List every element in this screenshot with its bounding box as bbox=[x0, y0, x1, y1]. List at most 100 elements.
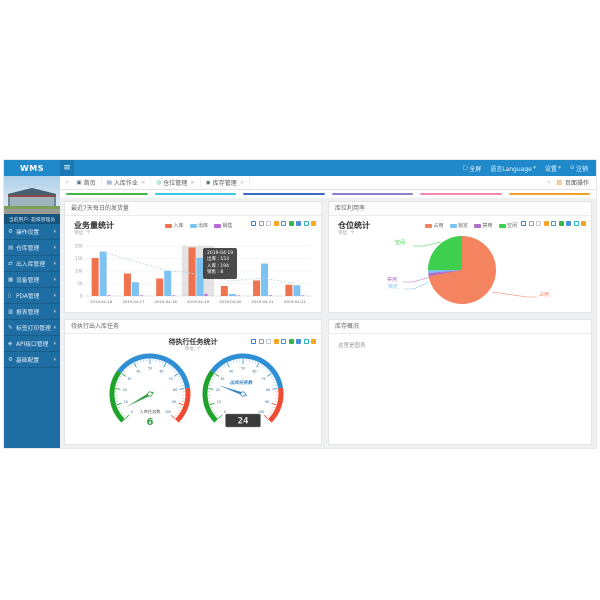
theme-color-segment[interactable] bbox=[154, 192, 236, 196]
data-zoom-icon[interactable] bbox=[251, 339, 256, 344]
magic-type-stack-icon[interactable] bbox=[551, 221, 556, 226]
save-image-icon[interactable] bbox=[581, 221, 586, 226]
bar-出库-2019-04-21[interactable] bbox=[261, 263, 269, 297]
tab-入库作业[interactable]: ▤ 入库作业 × bbox=[102, 176, 152, 189]
bar-出库-2019-04-20[interactable] bbox=[228, 294, 236, 296]
zoom-reset-icon[interactable] bbox=[528, 221, 534, 226]
data-zoom-icon[interactable] bbox=[251, 221, 256, 226]
legend-item-入库[interactable]: 入库 bbox=[165, 222, 184, 229]
close-icon[interactable]: × bbox=[239, 179, 245, 186]
restore-icon[interactable] bbox=[303, 221, 309, 226]
tab-库存管理[interactable]: ◉ 库存管理 × bbox=[201, 176, 251, 189]
sidebar-item-仓库管理[interactable]: ▤ 仓库管理 ▾ bbox=[4, 240, 60, 256]
theme-color-segment[interactable] bbox=[508, 192, 590, 196]
data-view-icon[interactable] bbox=[296, 221, 301, 226]
restore-icon[interactable] bbox=[573, 221, 579, 226]
sidebar-item-基础配置[interactable]: ⚙ 基础配置 ▾ bbox=[4, 352, 60, 368]
magic-type-tiled-icon[interactable] bbox=[288, 339, 294, 344]
zoom-reset-icon[interactable] bbox=[258, 221, 264, 226]
theme-color-segment[interactable] bbox=[331, 192, 413, 196]
language-button[interactable]: 语言Language ▾ bbox=[490, 164, 536, 173]
legend-item-销售[interactable]: 销售 bbox=[214, 222, 233, 229]
chevron-down-icon: ▾ bbox=[53, 308, 56, 315]
bar-入库-2019-04-21[interactable] bbox=[253, 280, 261, 297]
gauge-charts[interactable]: 0102030405060708090100入库任务数6010203040506… bbox=[65, 334, 321, 444]
data-view-icon[interactable] bbox=[566, 221, 571, 226]
bar-出库-2019-04-22[interactable] bbox=[293, 285, 301, 296]
sidebar-item-API接口管理[interactable]: ◈ API接口管理 ▾ bbox=[4, 336, 60, 352]
bar-入库-2019-04-17[interactable] bbox=[123, 273, 131, 297]
logout-button[interactable]: ⊙ 注销 bbox=[570, 164, 588, 173]
svg-text:80: 80 bbox=[173, 388, 177, 392]
svg-text:40: 40 bbox=[229, 369, 233, 373]
bar-出库-2019-04-16[interactable] bbox=[99, 251, 107, 297]
sidebar-item-出入库管理[interactable]: ⇄ 出入库管理 ▾ bbox=[4, 256, 60, 272]
save-image-icon[interactable] bbox=[311, 339, 316, 344]
fullscreen-icon: ▢ bbox=[462, 165, 468, 171]
theme-color-segment[interactable] bbox=[243, 192, 325, 196]
bar-出库-2019-04-19[interactable] bbox=[196, 257, 204, 296]
restore-icon[interactable] bbox=[303, 339, 309, 344]
bar-销售-2019-04-19[interactable] bbox=[204, 294, 208, 296]
svg-text:2019-04-16: 2019-04-16 bbox=[90, 299, 113, 304]
magic-type-bar-icon[interactable] bbox=[543, 221, 549, 226]
theme-color-segment[interactable] bbox=[66, 192, 148, 196]
theme-color-segment[interactable] bbox=[420, 192, 502, 196]
svg-text:20: 20 bbox=[123, 388, 127, 392]
magic-type-line-icon[interactable] bbox=[266, 221, 271, 226]
legend-item-占用[interactable]: 占用 bbox=[425, 222, 444, 229]
bar-入库-2019-04-18[interactable] bbox=[156, 278, 164, 297]
bar-chart-plot[interactable]: 0 50 100 150 200 2019-04-16 2019-04-17 2019-04-… bbox=[69, 240, 315, 308]
magic-type-stack-icon[interactable] bbox=[281, 339, 286, 344]
save-image-icon[interactable] bbox=[311, 221, 316, 226]
close-icon[interactable]: × bbox=[140, 179, 146, 186]
bar-出库-2019-04-17[interactable] bbox=[131, 282, 139, 296]
tab-仓位管理[interactable]: ◎ 仓位管理 × bbox=[151, 176, 201, 189]
sidebar-item-PDA管理[interactable]: ▯ PDA管理 ▾ bbox=[4, 288, 60, 304]
bar-入库-2019-04-19[interactable] bbox=[188, 247, 196, 297]
sidebar-toggle-button[interactable]: ≡ bbox=[60, 160, 74, 176]
bar-出库-2019-04-18[interactable] bbox=[164, 271, 172, 296]
tabs-scroll-left[interactable]: ‹ bbox=[66, 179, 69, 186]
legend-item-禁用[interactable]: 禁用 bbox=[474, 222, 493, 229]
bar-销售-2019-04-18[interactable] bbox=[172, 295, 176, 296]
tab-首页[interactable]: ▣ 首页 bbox=[71, 176, 102, 189]
bar-销售-2019-04-22[interactable] bbox=[301, 295, 305, 296]
sidebar-item-标签打印管理[interactable]: ✎ 标签打印管理 ▾ bbox=[4, 320, 60, 336]
bar-销售-2019-04-20[interactable] bbox=[236, 295, 240, 296]
bar-chart-legend: 入库 出库 销售 bbox=[165, 222, 233, 229]
magic-type-stack-icon[interactable] bbox=[281, 221, 286, 226]
magic-type-tiled-icon[interactable] bbox=[288, 221, 294, 226]
magic-type-bar-icon[interactable] bbox=[273, 221, 279, 226]
legend-item-锁定[interactable]: 锁定 bbox=[449, 222, 468, 229]
legend-chip bbox=[165, 223, 172, 228]
tooltip-line: 出库 : 153 bbox=[207, 257, 229, 263]
sidebar-item-报表管理[interactable]: ▥ 报表管理 ▾ bbox=[4, 304, 60, 320]
menu-icon: ▥ bbox=[8, 308, 14, 315]
page-actions-button[interactable]: › ▨ 页面操作 bbox=[545, 178, 593, 187]
sidebar-item-操作设置[interactable]: ⚙ 操作设置 ▾ bbox=[4, 224, 60, 240]
zoom-reset-icon[interactable] bbox=[258, 339, 264, 344]
close-icon[interactable]: × bbox=[190, 179, 195, 186]
magic-type-line-icon[interactable] bbox=[536, 221, 541, 226]
bar-销售-2019-04-16[interactable] bbox=[107, 295, 111, 296]
bar-入库-2019-04-20[interactable] bbox=[220, 286, 228, 296]
settings-button[interactable]: 设置 ▾ bbox=[545, 164, 561, 173]
legend-item-空闲[interactable]: 空闲 bbox=[498, 222, 517, 229]
magic-type-bar-icon[interactable] bbox=[273, 339, 279, 344]
pie-chart[interactable] bbox=[428, 236, 496, 304]
data-view-icon[interactable] bbox=[296, 339, 301, 344]
legend-item-出库[interactable]: 出库 bbox=[189, 222, 208, 229]
bar-入库-2019-04-16[interactable] bbox=[91, 258, 99, 296]
bar-销售-2019-04-21[interactable] bbox=[269, 295, 273, 296]
legend-chip bbox=[214, 223, 222, 228]
legend-chip bbox=[474, 223, 482, 228]
data-zoom-icon[interactable] bbox=[521, 221, 526, 226]
bar-入库-2019-04-22[interactable] bbox=[285, 284, 293, 296]
sidebar-item-设备管理[interactable]: ▦ 设备管理 ▾ bbox=[4, 272, 60, 288]
magic-type-tiled-icon[interactable] bbox=[558, 221, 564, 226]
bar-销售-2019-04-17[interactable] bbox=[139, 295, 143, 296]
tabs-scroll-right[interactable]: › bbox=[547, 179, 551, 186]
fullscreen-button[interactable]: ▢ 全屏 bbox=[462, 164, 481, 173]
magic-type-line-icon[interactable] bbox=[266, 339, 271, 344]
